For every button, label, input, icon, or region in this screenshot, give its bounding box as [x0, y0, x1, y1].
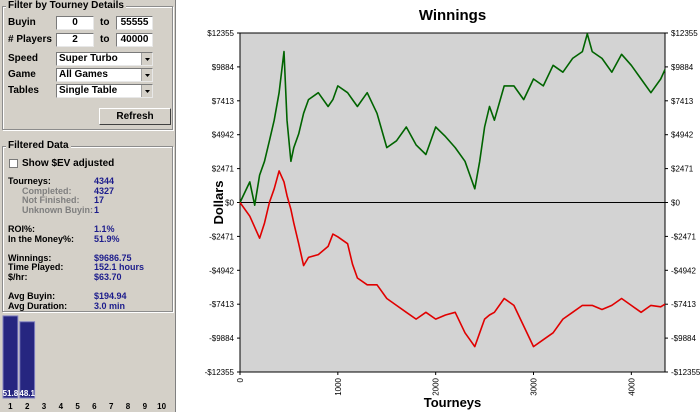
stat-value: $63.70: [94, 272, 122, 282]
stat-label: In the Money%:: [8, 233, 75, 244]
stat-value: 51.9%: [94, 233, 120, 244]
x-tick-label: 2: [25, 402, 30, 411]
x-tick-label: 5: [75, 402, 80, 411]
range-label: Buyin: [8, 17, 36, 28]
y2-tick-label: $9884: [671, 63, 694, 72]
y2-tick-label: -$12355: [671, 368, 700, 377]
group-title: Filter by Tourney Details: [6, 0, 126, 11]
y-tick-label: $12355: [207, 29, 234, 38]
x-tick-label: 6: [92, 402, 97, 411]
select-box[interactable]: Super Turbo: [56, 52, 153, 66]
stat-label: Completed:: [22, 185, 72, 196]
select-box[interactable]: All Games: [56, 68, 153, 82]
stat-label: Avg Buyin:: [8, 291, 56, 302]
finish-chart: 1 51.8 2 48.1 3 4 5 6 7 8 9 10: [2, 315, 167, 411]
x-tick-label: 4: [59, 402, 64, 411]
stat-value: $9686.75: [94, 252, 132, 263]
y-tick-label: -$12355: [205, 368, 235, 377]
range-to-text: to: [100, 34, 110, 45]
series-line: [239, 170, 666, 348]
x-tick-label: 7: [109, 402, 114, 411]
y2-tick-label: $7413: [671, 97, 694, 106]
x-axis-label: Tourneys: [424, 395, 482, 410]
x-tick-label: 8: [126, 402, 131, 411]
chart-title: Winnings: [419, 7, 486, 24]
stat-label: $/hr:: [8, 272, 28, 282]
range-to-text: to: [100, 17, 110, 28]
x-tick-label: 3: [42, 402, 47, 411]
x-tick-label: 1000: [334, 377, 343, 395]
stat-value: 1: [94, 204, 100, 215]
y2-tick-label: $4942: [671, 131, 694, 140]
y2-tick-label: -$9884: [671, 334, 696, 343]
range-from-input[interactable]: 2: [56, 33, 94, 47]
stat-label: ROI%:: [8, 224, 35, 234]
y-tick-label: $4942: [212, 131, 235, 140]
range-label: # Players: [8, 34, 52, 45]
stat-value: 1.1%: [94, 224, 115, 234]
checkbox-label[interactable]: Show $EV adjusted: [22, 158, 115, 169]
x-tick-label: 3000: [530, 377, 539, 395]
stat-value: 3.0 min: [94, 300, 126, 311]
y-tick-label: -$4942: [209, 266, 234, 275]
stat-value: 152.1 hours: [94, 262, 145, 273]
stat-value: $194.94: [94, 291, 127, 302]
y2-tick-label: $0: [671, 199, 680, 208]
refresh-button[interactable]: Refresh: [99, 108, 171, 125]
arrow-icon: [145, 90, 150, 93]
y2-tick-label: -$2471: [671, 232, 696, 241]
select-arrow[interactable]: [141, 53, 152, 65]
y-tick-label: $7413: [212, 97, 235, 106]
bar: [19, 321, 36, 399]
stat-label: Unknown Buyin:: [22, 204, 93, 215]
y-tick-label: -$7413: [209, 300, 234, 309]
y2-tick-label: $12355: [671, 29, 698, 38]
select-label: Game: [8, 69, 36, 80]
arrow-icon: [145, 74, 150, 77]
x-tick-label: 9: [143, 402, 148, 411]
stat-label: Tourneys:: [8, 176, 51, 186]
winnings-chart: Winnings Dollars Tourneys -$12355 -$12355 -$9…: [205, 7, 700, 410]
group-title: Filtered Data: [6, 140, 71, 151]
select-arrow[interactable]: [141, 85, 152, 97]
bar-value-label: 51.8: [3, 389, 19, 398]
x-tick-label: 2000: [432, 377, 441, 395]
x-tick-label: 1: [8, 402, 13, 411]
stat-value: 4327: [94, 185, 115, 196]
arrow-icon: [145, 58, 150, 61]
y2-tick-label: $2471: [671, 165, 694, 174]
filtered-group: [2, 146, 173, 312]
stat-value: 4344: [94, 176, 115, 186]
select-label: Speed: [8, 53, 39, 64]
select-arrow[interactable]: [141, 69, 152, 81]
stat-label: Not Finished:: [22, 195, 80, 206]
range-to-input[interactable]: 55555: [116, 16, 153, 30]
y-tick-label: $0: [225, 199, 234, 208]
x-tick-label: 0: [236, 377, 245, 382]
x-tick-label: 4000: [627, 377, 636, 395]
range-from-input[interactable]: 0: [56, 16, 94, 30]
stat-value: 17: [94, 195, 105, 206]
bar: [2, 315, 19, 399]
stat-label: Winnings:: [8, 252, 52, 263]
select-box[interactable]: Single Table: [56, 84, 153, 98]
checkbox[interactable]: [9, 159, 18, 168]
y2-tick-label: -$7413: [671, 300, 696, 309]
bar-value-label: 48.1: [19, 389, 35, 398]
select-label: Tables: [8, 85, 39, 96]
y-axis-label: Dollars: [211, 180, 226, 224]
x-tick-label: 10: [157, 402, 166, 411]
y-tick-label: -$9884: [209, 334, 234, 343]
series-line: [239, 33, 666, 206]
y-tick-label: $9884: [212, 63, 235, 72]
y-tick-label: -$2471: [209, 232, 234, 241]
stat-label: Time Played:: [8, 262, 64, 273]
y2-tick-label: -$4942: [671, 266, 696, 275]
stat-label: Avg Duration:: [8, 300, 68, 311]
range-to-input[interactable]: 40000: [116, 33, 153, 47]
y-tick-label: $2471: [212, 165, 235, 174]
